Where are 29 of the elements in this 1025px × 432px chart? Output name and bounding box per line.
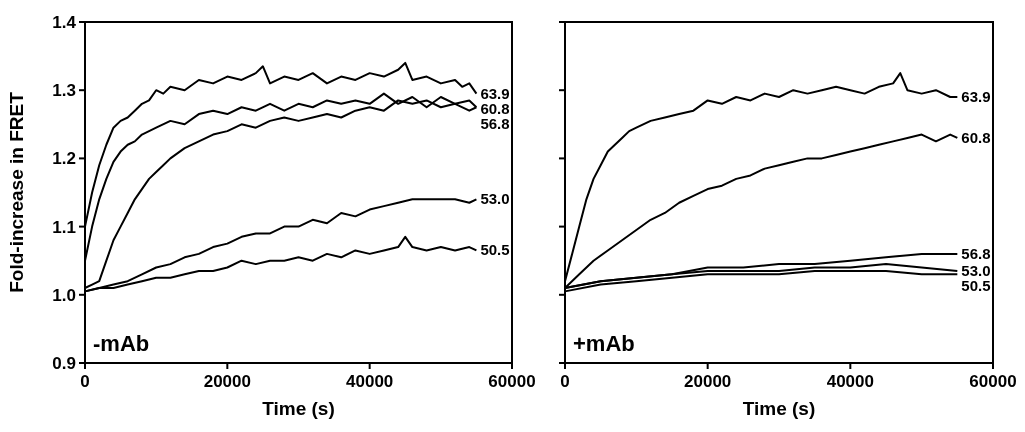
x-tick-label: 0 <box>560 372 570 391</box>
x-tick-label: 0 <box>80 372 90 391</box>
y-tick-label: 1.0 <box>52 285 76 305</box>
x-tick-label: 40000 <box>826 372 874 391</box>
x-tick-label: 60000 <box>488 372 536 391</box>
series-label: 63.9 <box>961 88 991 106</box>
annotation: +mAb <box>573 331 635 356</box>
y-tick-label: 1.2 <box>52 149 76 169</box>
series-label: 50.5 <box>961 276 991 294</box>
y-axis-title: Fold-increase in FRET <box>6 91 27 293</box>
x-tick-label: 60000 <box>969 372 1017 391</box>
annotation: -mAb <box>93 331 150 356</box>
series-label: 63.9 <box>480 84 510 102</box>
y-tick-label: 1.4 <box>52 13 77 32</box>
series-label: 56.8 <box>961 244 991 262</box>
x-axis-title: Time (s) <box>262 398 335 419</box>
x-tick-label: 40000 <box>346 372 394 391</box>
x-tick-label: 20000 <box>684 372 732 391</box>
series-label: 60.8 <box>961 128 991 146</box>
y-tick-label: 1.3 <box>52 81 76 101</box>
series-label: 50.5 <box>480 241 510 259</box>
x-tick-label: 20000 <box>203 372 251 391</box>
series-label: 60.8 <box>480 99 510 117</box>
series-label: 56.8 <box>480 114 510 132</box>
y-tick-label: 1.1 <box>52 217 76 237</box>
x-axis-title: Time (s) <box>742 398 816 419</box>
series-label: 53.0 <box>961 261 991 279</box>
series-label: 53.0 <box>480 190 510 208</box>
y-tick-label: 0.9 <box>52 354 76 373</box>
